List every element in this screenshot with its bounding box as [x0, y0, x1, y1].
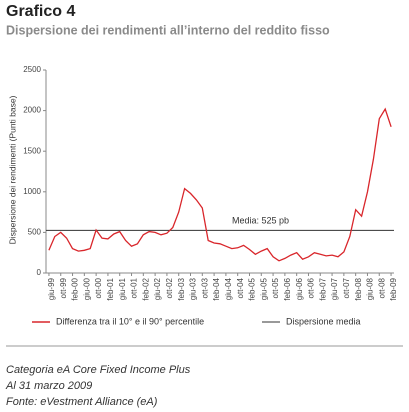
x-tick-label: giu-08: [366, 277, 375, 300]
y-tick-label: 1500: [23, 146, 41, 155]
x-tick-label: giu-06: [295, 277, 304, 300]
x-tick-label: feb-04: [212, 277, 221, 300]
x-tick-label: ott-03: [200, 277, 209, 298]
x-tick-label: giu-05: [259, 277, 268, 300]
x-tick-label: feb-07: [318, 277, 327, 300]
note: Al 31 marzo 2009: [5, 380, 92, 392]
y-tick-label: 2000: [23, 106, 41, 115]
y-tick-label: 2500: [23, 65, 41, 74]
x-tick-label: ott-06: [307, 277, 316, 298]
x-tick-label: ott-00: [94, 277, 103, 298]
chart-subtitle: Dispersione dei rendimenti all’interno d…: [6, 23, 330, 37]
x-tick-label: giu-99: [47, 277, 56, 300]
x-tick-label: ott-08: [377, 277, 386, 298]
x-tick-label: ott-04: [236, 277, 245, 298]
x-tick-label: ott-01: [130, 277, 139, 298]
x-tick-label: giu-04: [224, 277, 233, 300]
x-tick-label: giu-00: [82, 277, 91, 300]
x-tick-label: feb-06: [283, 277, 292, 300]
x-tick-label: giu-03: [189, 277, 198, 300]
x-tick-label: giu-01: [118, 277, 127, 300]
y-tick-label: 0: [37, 268, 42, 277]
x-tick-label: giu-02: [153, 277, 162, 300]
x-tick-label: ott-05: [271, 277, 280, 298]
legend-label: Dispersione media: [286, 316, 361, 326]
y-tick-label: 1000: [23, 187, 41, 196]
x-tick-label: feb-05: [248, 277, 257, 300]
x-tick-label: ott-07: [342, 277, 351, 298]
y-axis-label: Dispersione dei rendimenti (Punti base): [7, 95, 17, 244]
legend-label: Differenza tra il 10° e il 90° percentil…: [56, 316, 204, 326]
x-tick-label: feb-01: [106, 277, 115, 300]
x-tick-label: ott-02: [165, 277, 174, 298]
x-tick-label: giu-07: [330, 277, 339, 300]
x-tick-label: ott-99: [59, 277, 68, 298]
note: Fonte: eVestment Alliance (eA): [6, 396, 158, 408]
x-tick-label: feb-00: [71, 277, 80, 300]
y-tick-label: 500: [28, 228, 42, 237]
chart-title: Grafico 4: [6, 3, 75, 20]
note: Categoria eA Core Fixed Income Plus: [6, 364, 191, 376]
x-tick-label: feb-08: [354, 277, 363, 300]
x-tick-label: feb-09: [389, 277, 398, 300]
x-tick-label: feb-02: [141, 277, 150, 300]
data-line: [48, 107, 392, 262]
x-tick-label: feb-03: [177, 277, 186, 300]
reference-label: Media: 525 pb: [232, 216, 289, 226]
